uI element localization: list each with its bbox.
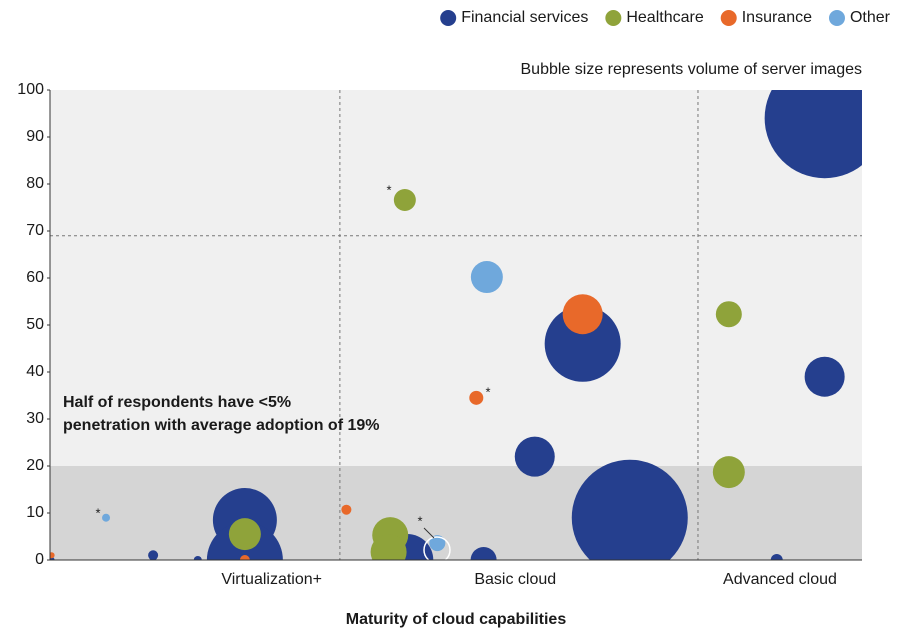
legend-swatch [605,10,622,26]
annotation: penetration with average adoption of 19% [63,417,380,434]
bubble [571,459,688,560]
bubble [102,513,111,522]
y-tick-label: 40 [26,363,44,380]
bubble [544,305,621,382]
y-tick-label: 10 [26,504,44,521]
bubble [562,294,603,335]
legend-swatch [440,10,457,26]
bubble [470,547,497,560]
y-tick-label: 50 [26,316,44,333]
bubbles [50,90,862,560]
bubble [712,456,745,489]
bubble [770,554,783,560]
y-tick-label: 0 [35,551,44,568]
bubble [148,550,159,560]
legend-label: Healthcare [626,9,703,26]
legend-label: Financial services [461,9,588,26]
bubble [429,535,446,552]
x-tick-label: Virtualization+ [221,571,322,588]
legend-label: Other [850,9,891,26]
bubble [393,188,416,211]
legend-swatch [720,10,737,26]
highlight-ring [423,536,451,560]
bubble [239,555,250,560]
x-tick-label: Basic cloud [474,571,556,588]
asterisk: * [417,513,422,528]
y-tick-label: 70 [26,222,44,239]
asterisk: * [485,384,490,399]
bubble [469,390,484,405]
pointer [423,527,435,539]
y-tick-label: 90 [26,128,44,145]
bubble [228,518,261,551]
bubble [470,261,503,294]
legend-label: Insurance [742,9,812,26]
bubble [193,556,202,560]
x-axis-label: Maturity of cloud capabilities [346,611,567,628]
asterisk: * [95,505,100,520]
bubble [370,534,407,560]
subtitle: Bubble size represents volume of server … [521,61,863,78]
bubble [804,356,845,397]
bubble [715,301,742,328]
legend-swatch [828,10,845,26]
y-tick-label: 60 [26,269,44,286]
y-tick-label: 100 [17,81,44,98]
asterisk: * [386,182,391,197]
y-tick-label: 80 [26,175,44,192]
y-tick-label: 20 [26,457,44,474]
annotation: Half of respondents have <5% [63,394,291,411]
bubble [514,436,555,477]
bubble [764,90,862,179]
bubble [341,504,352,515]
x-tick-label: Advanced cloud [723,571,837,588]
y-tick-label: 30 [26,410,44,427]
bubble [50,552,55,559]
